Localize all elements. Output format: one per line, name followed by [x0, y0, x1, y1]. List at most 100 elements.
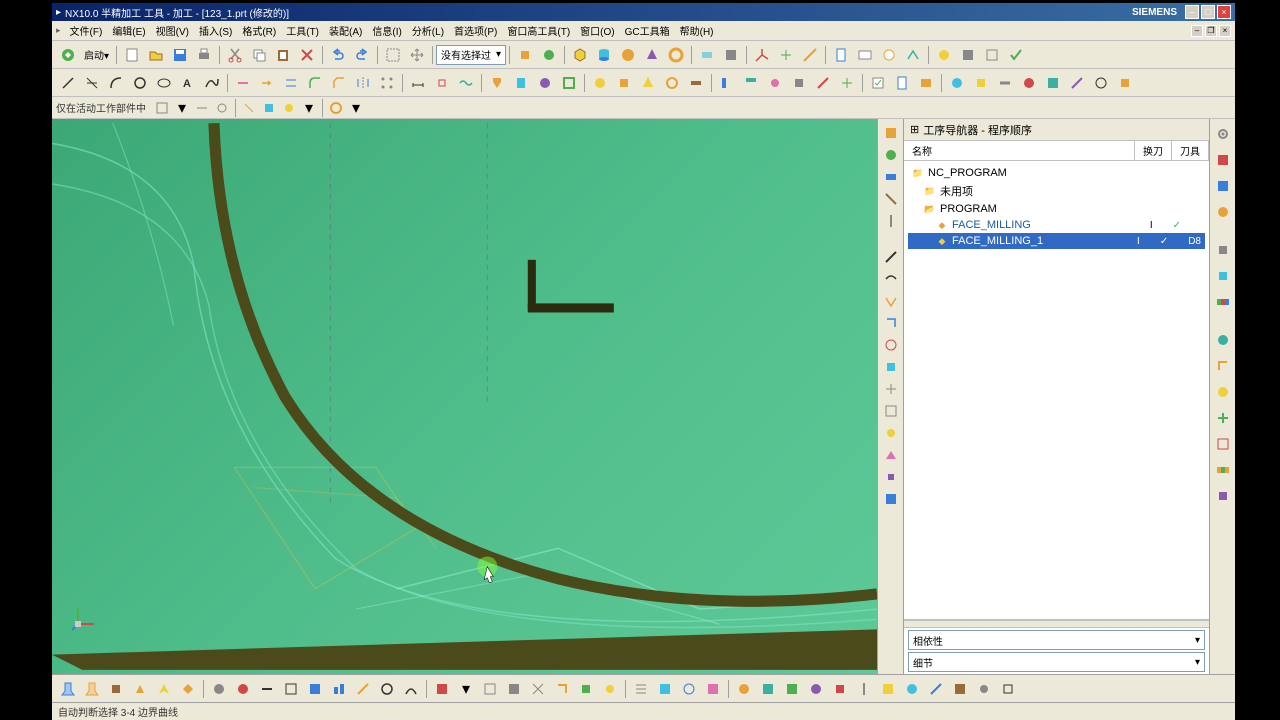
rb-11-icon[interactable] [1212, 433, 1234, 455]
bt-21-icon[interactable] [551, 678, 573, 700]
cam-c-icon[interactable] [534, 72, 556, 94]
rt-8-icon[interactable] [881, 291, 901, 311]
open-icon[interactable] [145, 44, 167, 66]
wave-icon[interactable] [455, 72, 477, 94]
cone-icon[interactable] [641, 44, 663, 66]
doc-minimize-button[interactable]: – [1191, 25, 1203, 37]
op-2-icon[interactable] [740, 72, 762, 94]
bt-9-icon[interactable] [256, 678, 278, 700]
chamfer-icon[interactable] [328, 72, 350, 94]
misc-2-icon[interactable] [970, 72, 992, 94]
bt-16-icon[interactable] [431, 678, 453, 700]
line-icon[interactable] [57, 72, 79, 94]
cam-d-icon[interactable] [558, 72, 580, 94]
bt-36-icon[interactable] [925, 678, 947, 700]
sel-1-icon[interactable] [153, 99, 171, 117]
rb-9-icon[interactable] [1212, 381, 1234, 403]
bt-31-icon[interactable] [805, 678, 827, 700]
wcs-icon[interactable] [751, 44, 773, 66]
extend-icon[interactable] [256, 72, 278, 94]
bt-35-icon[interactable] [901, 678, 923, 700]
bt-11-icon[interactable] [304, 678, 326, 700]
rt-14-icon[interactable] [881, 423, 901, 443]
rb-2-icon[interactable] [1212, 175, 1234, 197]
tool-a-icon[interactable] [514, 44, 536, 66]
rb-3-icon[interactable] [1212, 201, 1234, 223]
sel-2-icon[interactable]: ▾ [173, 99, 191, 117]
bt-14-icon[interactable] [376, 678, 398, 700]
bt-26-icon[interactable] [678, 678, 700, 700]
details-combo[interactable]: 细节▾ [908, 652, 1205, 672]
cam-b-icon[interactable] [510, 72, 532, 94]
bt-3-icon[interactable] [105, 678, 127, 700]
rb-8-icon[interactable] [1212, 355, 1234, 377]
text-icon[interactable]: A [177, 72, 199, 94]
rb-5-icon[interactable] [1212, 265, 1234, 287]
col-toolchange[interactable]: 换刀 [1135, 141, 1172, 160]
save-icon[interactable] [169, 44, 191, 66]
bt-22-icon[interactable] [575, 678, 597, 700]
bt-24-icon[interactable] [630, 678, 652, 700]
rt-16-icon[interactable] [881, 467, 901, 487]
line2-icon[interactable] [81, 72, 103, 94]
bt-5-icon[interactable] [153, 678, 175, 700]
bt-6-icon[interactable] [177, 678, 199, 700]
gold-a-icon[interactable] [589, 72, 611, 94]
doc-restore-button[interactable]: ❐ [1205, 25, 1217, 37]
rb-4-icon[interactable] [1212, 239, 1234, 261]
bt-30-icon[interactable] [781, 678, 803, 700]
sel-8-icon[interactable]: ▾ [300, 99, 318, 117]
sphere-icon[interactable] [617, 44, 639, 66]
trim-icon[interactable] [232, 72, 254, 94]
shade-icon[interactable] [957, 44, 979, 66]
sel-3-icon[interactable] [193, 99, 211, 117]
bt-28-icon[interactable] [733, 678, 755, 700]
bt-17-icon[interactable]: ▾ [455, 678, 477, 700]
measure-icon[interactable] [799, 44, 821, 66]
menu-gc[interactable]: GC工具箱 [620, 21, 675, 40]
bt-32-icon[interactable] [829, 678, 851, 700]
menu-analysis[interactable]: 分析(L) [407, 21, 449, 40]
bt-37-icon[interactable] [949, 678, 971, 700]
info-d-icon[interactable] [902, 44, 924, 66]
viewport[interactable] [52, 119, 877, 674]
bt-2-icon[interactable] [81, 678, 103, 700]
bt-19-icon[interactable] [503, 678, 525, 700]
solid-icon[interactable] [720, 44, 742, 66]
op-4-icon[interactable] [788, 72, 810, 94]
cylinder-icon[interactable] [593, 44, 615, 66]
sel-5-icon[interactable] [240, 99, 258, 117]
bt-33-icon[interactable] [853, 678, 875, 700]
rt-6-icon[interactable] [881, 247, 901, 267]
doc-close-button[interactable]: × [1219, 25, 1231, 37]
selection-icon[interactable] [382, 44, 404, 66]
new-icon[interactable] [121, 44, 143, 66]
menu-tools[interactable]: 工具(T) [281, 21, 324, 40]
op-3-icon[interactable] [764, 72, 786, 94]
dim-icon[interactable] [407, 72, 429, 94]
redo-icon[interactable] [351, 44, 373, 66]
rt-4-icon[interactable] [881, 189, 901, 209]
maximize-button[interactable]: □ [1201, 5, 1215, 19]
gold-e-icon[interactable] [685, 72, 707, 94]
move-icon[interactable] [406, 44, 428, 66]
sel-9-icon[interactable] [327, 99, 345, 117]
bt-27-icon[interactable] [702, 678, 724, 700]
col-name[interactable]: 名称 [904, 141, 1135, 160]
bt-13-icon[interactable] [352, 678, 374, 700]
circle-icon[interactable] [129, 72, 151, 94]
menu-window[interactable]: 窗口(O) [575, 21, 619, 40]
render-icon[interactable] [933, 44, 955, 66]
bt-20-icon[interactable] [527, 678, 549, 700]
fillet-icon[interactable] [304, 72, 326, 94]
print-icon[interactable] [193, 44, 215, 66]
rt-15-icon[interactable] [881, 445, 901, 465]
bt-29-icon[interactable] [757, 678, 779, 700]
selection-filter-dropdown[interactable]: 没有选择过▾ [436, 45, 506, 65]
sel-4-icon[interactable] [213, 99, 231, 117]
gold-b-icon[interactable] [613, 72, 635, 94]
cut-icon[interactable] [224, 44, 246, 66]
rt-12-icon[interactable] [881, 379, 901, 399]
tree-item[interactable]: 📁 未用项 [908, 181, 1205, 201]
cam-a-icon[interactable] [486, 72, 508, 94]
